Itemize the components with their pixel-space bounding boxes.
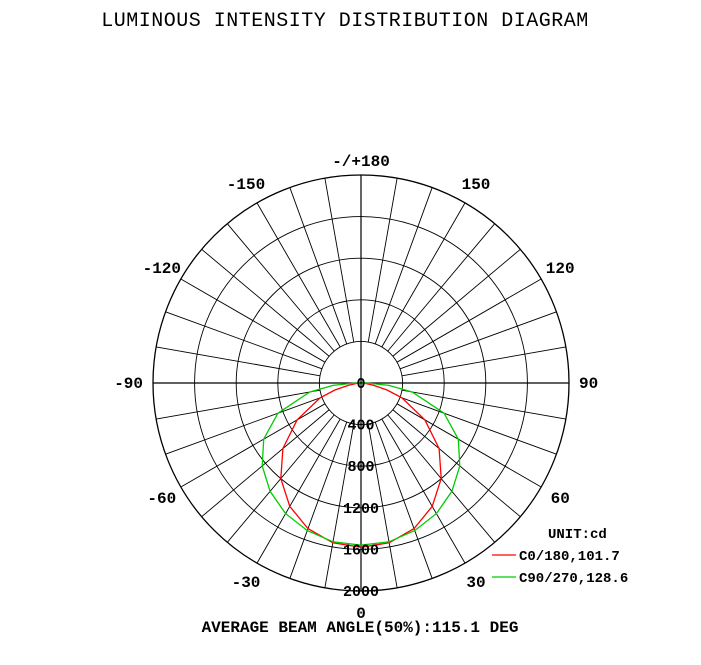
chart-title: LUMINOUS INTENSITY DISTRIBUTION DIAGRAM — [101, 10, 589, 33]
beam-angle-footer: AVERAGE BEAM ANGLE(50%):115.1 DEG — [201, 619, 519, 637]
angle-label-120: 120 — [546, 260, 575, 278]
legend-entry-1: C90/270,128.6 — [519, 571, 628, 587]
radial-tick-label: 400 — [347, 418, 374, 435]
curve-series-1 — [261, 382, 461, 546]
angle-label--150: -150 — [227, 176, 265, 194]
angle-label-0: 0 — [356, 605, 366, 623]
angle-label-30: 30 — [466, 574, 485, 592]
grid-circle-1600 — [194, 216, 528, 550]
legend: UNIT:cd C0/180,101.7 C90/270,128.6 — [492, 527, 628, 587]
angle-label--60: -60 — [147, 490, 176, 508]
intensity-curves — [261, 382, 461, 548]
angle-label-150: 150 — [462, 176, 491, 194]
angle-label--30: -30 — [232, 574, 261, 592]
unit-label: UNIT:cd — [548, 527, 607, 543]
radial-tick-label: 1200 — [343, 501, 379, 518]
angle-label-90: 90 — [579, 375, 598, 393]
grid-circle-800 — [277, 299, 445, 467]
angle-label--120: -120 — [143, 260, 181, 278]
grid-circle-1200 — [235, 257, 487, 509]
axis-labels: 0 400 800 1200 1600 2000 -/+180 150 -150 120 -120 9… — [114, 153, 598, 623]
grid-circle-400 — [318, 340, 404, 426]
angle-label-60: 60 — [551, 490, 570, 508]
legend-entry-0: C0/180,101.7 — [519, 549, 620, 565]
radial-tick-label: 2000 — [343, 584, 379, 601]
grid-circle-2000 — [152, 174, 570, 592]
angle-label--90: -90 — [114, 375, 143, 393]
radial-tick-label: 0 — [356, 376, 365, 393]
curve-series-0 — [280, 382, 442, 548]
angle-label-180: -/+180 — [332, 153, 390, 171]
radial-tick-label: 1600 — [343, 542, 379, 559]
polar-grid — [152, 174, 570, 592]
radial-tick-label: 800 — [347, 459, 374, 476]
